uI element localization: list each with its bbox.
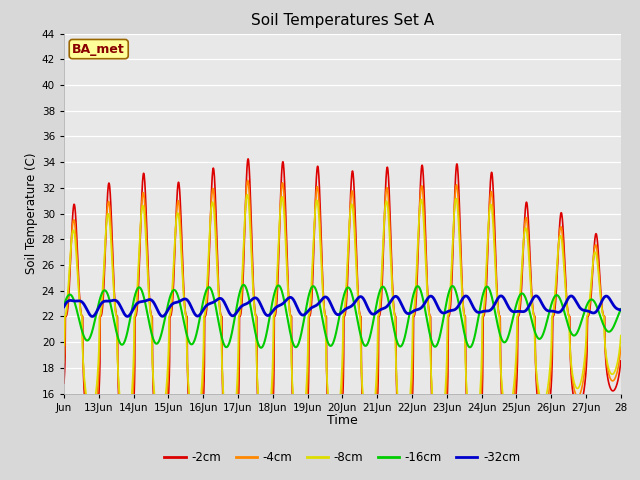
Text: BA_met: BA_met [72, 43, 125, 56]
Legend: -2cm, -4cm, -8cm, -16cm, -32cm: -2cm, -4cm, -8cm, -16cm, -32cm [160, 446, 525, 469]
Title: Soil Temperatures Set A: Soil Temperatures Set A [251, 13, 434, 28]
X-axis label: Time: Time [327, 414, 358, 427]
Y-axis label: Soil Temperature (C): Soil Temperature (C) [24, 153, 38, 275]
